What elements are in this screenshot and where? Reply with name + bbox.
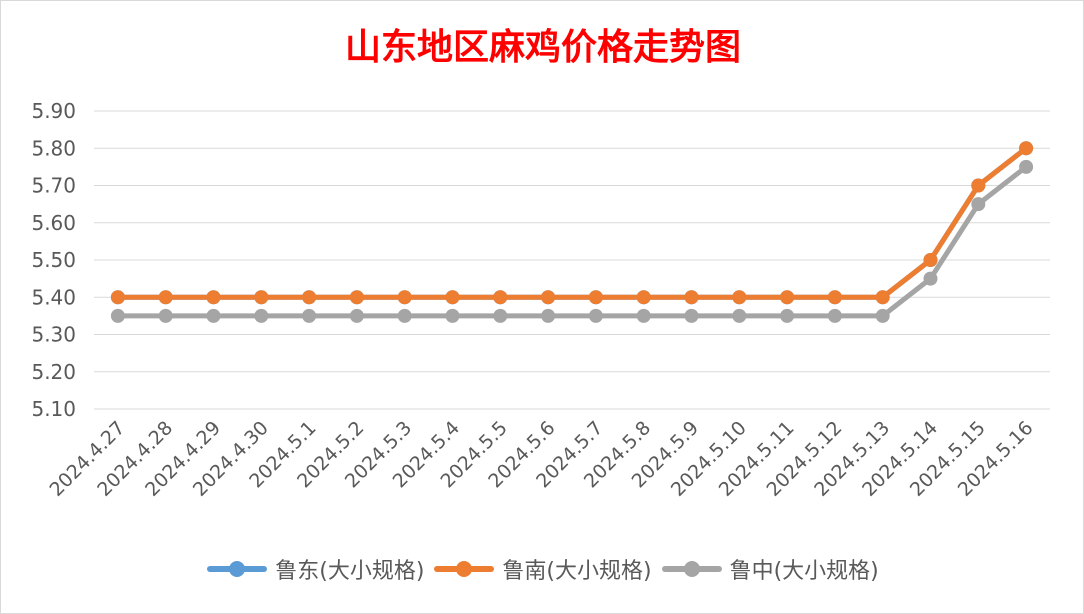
data-point [445,308,460,323]
data-point [397,308,412,323]
y-tick-label: 5.40 [31,285,76,309]
data-point [254,290,269,305]
data-point [493,290,508,305]
chart-title: 山东地区麻鸡价格走势图 [344,26,741,68]
data-point [302,308,317,323]
data-point [923,271,938,286]
data-point [110,290,125,305]
data-point [158,290,173,305]
data-point [397,290,412,305]
data-point [636,308,651,323]
y-axis: 5.10 5.20 5.30 5.40 5.50 5.60 5.70 5.80 5.90 [31,99,76,421]
data-point [684,290,699,305]
data-point [827,290,842,305]
legend-swatch [434,553,495,585]
data-point [302,290,317,305]
data-point [971,197,986,212]
legend-label: 鲁东(大小规格) [275,559,425,584]
y-tick-label: 5.60 [31,211,76,235]
legend-swatch [207,553,268,585]
y-tick-label: 5.20 [31,360,76,384]
data-point [254,308,269,323]
data-point [1019,159,1034,174]
legend-marker [456,561,473,577]
data-point [349,290,364,305]
data-point [588,308,603,323]
legend-item: 鲁南(大小规格) [434,553,652,585]
y-tick-label: 5.90 [31,99,76,123]
y-tick-label: 5.10 [31,397,76,421]
y-tick-label: 5.30 [31,323,76,347]
y-tick-label: 5.70 [31,174,76,198]
data-point [541,308,556,323]
data-point [206,290,221,305]
data-point [206,308,221,323]
legend-swatch [661,553,722,585]
series-line [115,164,1029,319]
data-point [445,290,460,305]
chart-legend: 鲁东(大小规格) 鲁南(大小规格) 鲁中(大小规格) [1,553,1084,585]
legend-item: 鲁中(大小规格) [661,553,879,585]
data-point [827,308,842,323]
data-point [732,308,747,323]
data-point [1019,141,1034,156]
data-point [780,290,795,305]
data-point [684,308,699,323]
data-point [875,290,890,305]
series-2 [110,141,1034,305]
x-axis: 2024.4.272024.4.282024.4.292024.4.302024… [45,417,1037,501]
data-point [158,308,173,323]
data-point [541,290,556,305]
data-point [875,308,890,323]
y-tick-label: 5.50 [31,248,76,272]
legend-item: 鲁东(大小规格) [207,553,424,585]
gridlines [94,110,1050,410]
data-point [732,290,747,305]
data-point [780,308,795,323]
data-point [923,253,938,267]
legend-label: 鲁中(大小规格) [729,559,879,584]
series-3 [110,159,1034,323]
data-point [110,308,125,323]
data-point [349,308,364,323]
data-point [493,308,508,323]
legend-marker [229,561,246,577]
y-tick-label: 5.80 [31,136,76,160]
series-line [115,145,1029,300]
data-point [971,178,986,193]
data-point [588,290,603,305]
data-point [636,290,651,305]
legend-marker [683,561,700,577]
legend-label: 鲁南(大小规格) [502,559,652,584]
